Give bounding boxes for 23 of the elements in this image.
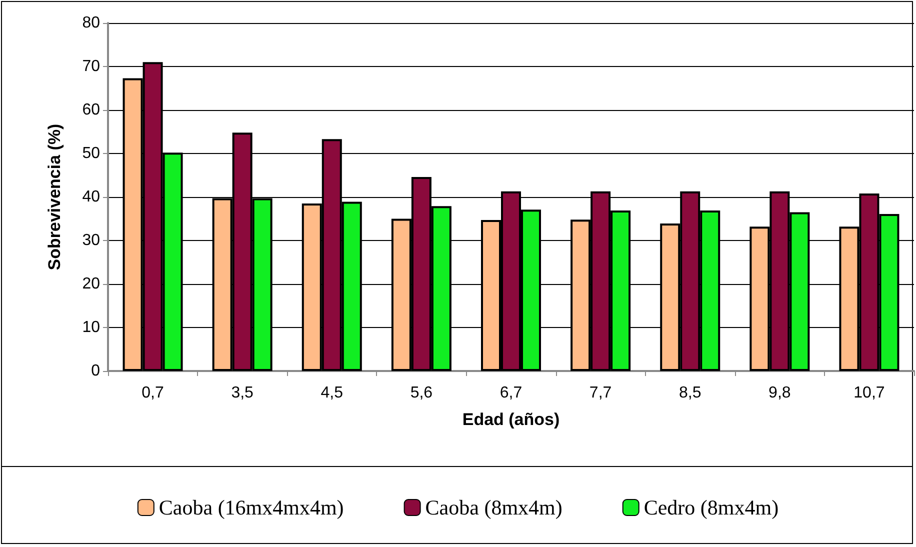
x-tick-label: 3,5 [231,384,254,402]
x-tick-label: 4,5 [320,384,344,402]
y-tick-label: 0 [91,362,100,380]
y-tick-label: 40 [82,188,100,206]
legend-label: Cedro (8mx4m) [644,496,779,520]
x-tick-label: 5,6 [410,384,433,402]
y-tick-label: 50 [82,145,100,162]
x-tick-label: 0,7 [142,384,164,402]
y-tick-label: 20 [82,276,100,292]
y-tick-label: 10 [82,319,100,336]
x-axis-title: Edad (años) [462,410,560,429]
y-tick-label: 30 [82,232,100,249]
y-tick-label: 80 [82,14,100,32]
x-tick-label: 10,7 [854,384,885,402]
y-axis-title: Sobrevivencia (%) [45,124,64,270]
legend-label: Caoba (8mx4m) [425,496,562,520]
y-tick-label: 60 [82,102,100,118]
legend-label: Caoba (16mx4mx4m) [158,496,344,520]
x-tick-label: 7,7 [589,384,612,402]
y-tick-label: 70 [82,58,100,75]
x-tick-label: 9,8 [768,384,791,402]
x-tick-label: 6,7 [500,384,522,402]
x-tick-label: 8,5 [678,384,702,402]
